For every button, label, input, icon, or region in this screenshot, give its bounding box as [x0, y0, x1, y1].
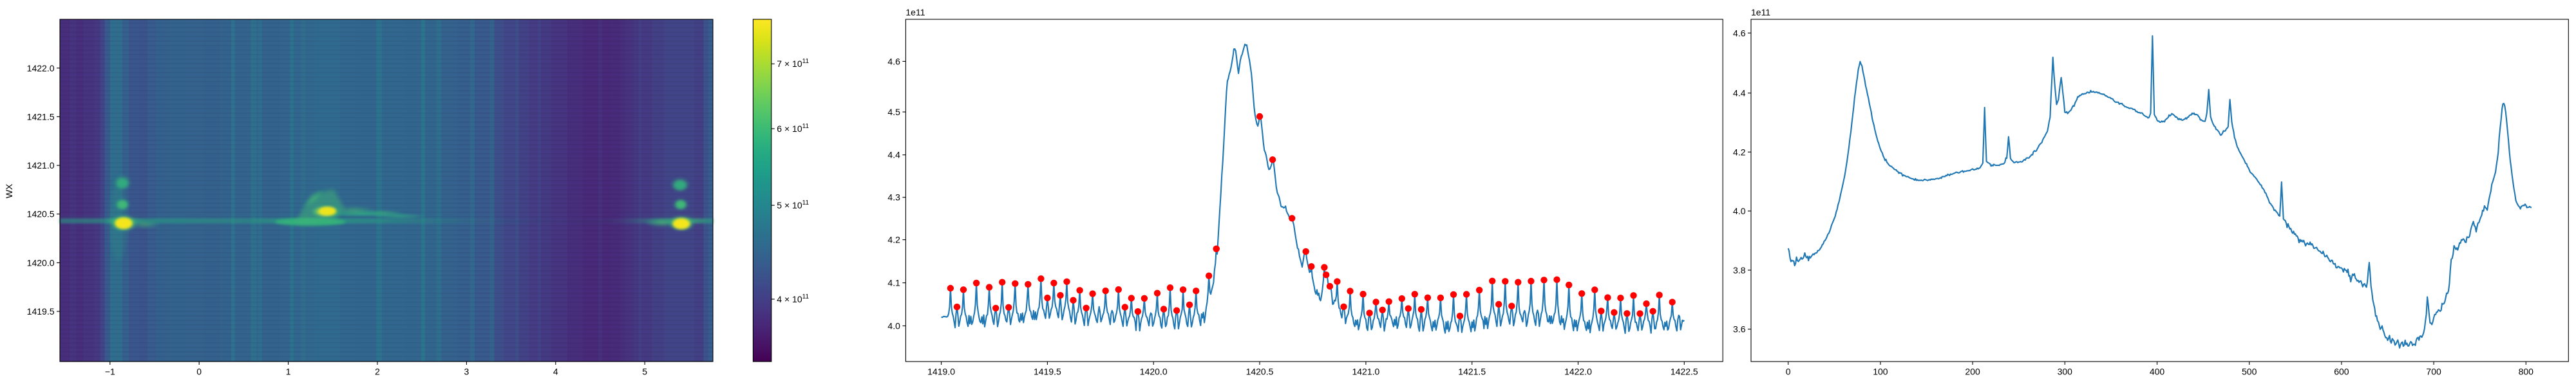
svg-text:3.8: 3.8 [1733, 265, 1746, 275]
svg-text:1: 1 [286, 367, 291, 377]
svg-text:200: 200 [1965, 367, 1980, 377]
svg-text:1420.5: 1420.5 [1246, 367, 1274, 377]
svg-text:800: 800 [2519, 367, 2534, 377]
svg-text:1e11: 1e11 [905, 7, 925, 17]
svg-text:7 × 1011: 7 × 1011 [777, 58, 809, 69]
svg-text:1419.5: 1419.5 [27, 306, 55, 317]
svg-text:5: 5 [642, 367, 647, 377]
svg-text:4 × 1011: 4 × 1011 [777, 293, 809, 304]
svg-text:400: 400 [2150, 367, 2165, 377]
svg-text:4.3: 4.3 [887, 192, 900, 203]
svg-text:4: 4 [553, 367, 558, 377]
svg-text:1422.0: 1422.0 [1564, 367, 1592, 377]
svg-text:0: 0 [1786, 367, 1791, 377]
svg-text:1422.0: 1422.0 [27, 63, 55, 73]
svg-text:1421.0: 1421.0 [27, 160, 55, 170]
svg-text:600: 600 [2334, 367, 2349, 377]
svg-text:5 × 1011: 5 × 1011 [777, 199, 809, 210]
svg-text:WX: WX [4, 183, 14, 198]
svg-text:100: 100 [1873, 367, 1888, 377]
svg-text:1420.0: 1420.0 [27, 257, 55, 268]
svg-text:4.4: 4.4 [1733, 88, 1746, 98]
svg-text:4.2: 4.2 [1733, 147, 1746, 157]
svg-text:1420.5: 1420.5 [27, 209, 55, 219]
svg-text:1421.5: 1421.5 [1458, 367, 1486, 377]
svg-text:3.6: 3.6 [1733, 324, 1746, 335]
svg-text:4.4: 4.4 [887, 150, 900, 160]
svg-text:−1: −1 [105, 367, 115, 377]
svg-text:2: 2 [375, 367, 380, 377]
svg-text:1422.5: 1422.5 [1671, 367, 1698, 377]
svg-text:1e11: 1e11 [1751, 7, 1770, 17]
svg-text:4.5: 4.5 [887, 107, 900, 117]
svg-text:300: 300 [2058, 367, 2073, 377]
svg-text:1419.5: 1419.5 [1034, 367, 1061, 377]
svg-text:1420.0: 1420.0 [1140, 367, 1168, 377]
svg-text:4.2: 4.2 [887, 235, 900, 245]
svg-text:700: 700 [2426, 367, 2441, 377]
svg-text:4.6: 4.6 [1733, 28, 1746, 38]
svg-text:500: 500 [2242, 367, 2257, 377]
svg-text:0: 0 [196, 367, 202, 377]
svg-text:4.0: 4.0 [1733, 206, 1746, 216]
svg-text:1421.0: 1421.0 [1352, 367, 1379, 377]
svg-text:4.6: 4.6 [887, 56, 900, 66]
svg-text:4.1: 4.1 [887, 278, 900, 288]
svg-text:3: 3 [464, 367, 469, 377]
svg-text:6 × 1011: 6 × 1011 [777, 123, 809, 134]
svg-text:1421.5: 1421.5 [27, 111, 55, 122]
svg-text:1419.0: 1419.0 [927, 367, 955, 377]
svg-text:4.0: 4.0 [887, 321, 900, 331]
